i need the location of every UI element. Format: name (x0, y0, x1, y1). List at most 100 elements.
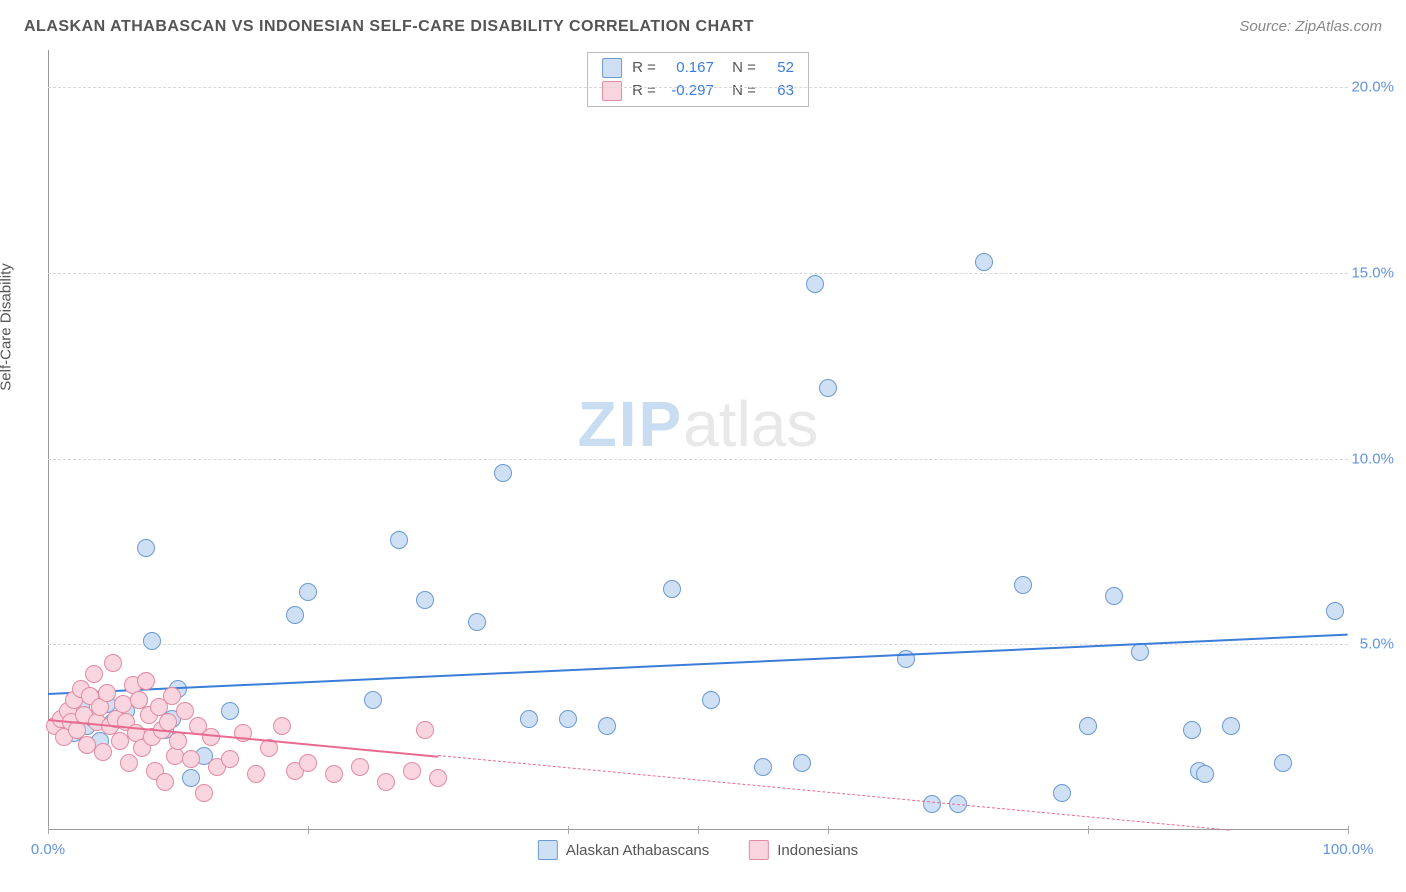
data-point (182, 750, 200, 768)
data-point (143, 632, 161, 650)
grid-line (48, 273, 1348, 274)
data-point (494, 464, 512, 482)
watermark: ZIPatlas (578, 387, 819, 461)
series-legend-item: Indonesians (749, 840, 858, 860)
data-point (137, 672, 155, 690)
data-point (390, 531, 408, 549)
legend-swatch (602, 81, 622, 101)
data-point (1053, 784, 1071, 802)
series-legend-item: Alaskan Athabascans (538, 840, 709, 860)
data-point (202, 728, 220, 746)
x-tick-label: 0.0% (31, 841, 65, 858)
data-point (156, 773, 174, 791)
data-point (247, 765, 265, 783)
data-point (403, 762, 421, 780)
data-point (702, 691, 720, 709)
x-tick (828, 826, 829, 834)
data-point (98, 684, 116, 702)
source-value: ZipAtlas.com (1295, 18, 1382, 35)
data-point (195, 784, 213, 802)
data-point (221, 750, 239, 768)
legend-swatch (749, 840, 769, 860)
series-legend: Alaskan Athabascans Indonesians (538, 840, 858, 860)
y-axis-label: Self-Care Disability (0, 263, 15, 391)
chart-source: Source: ZipAtlas.com (1239, 18, 1382, 35)
data-point (1131, 643, 1149, 661)
watermark-light: atlas (683, 388, 818, 460)
data-point (221, 702, 239, 720)
data-point (163, 687, 181, 705)
data-point (416, 721, 434, 739)
series-legend-label: Alaskan Athabascans (566, 842, 709, 859)
n-value: 63 (766, 80, 794, 103)
x-tick (1348, 826, 1349, 834)
data-point (351, 758, 369, 776)
data-point (176, 702, 194, 720)
data-point (429, 769, 447, 787)
r-value: 0.167 (666, 57, 714, 80)
data-point (286, 606, 304, 624)
r-label: R = (632, 57, 656, 80)
series-legend-label: Indonesians (777, 842, 858, 859)
x-tick (1088, 826, 1089, 834)
watermark-bold: ZIP (578, 388, 684, 460)
data-point (364, 691, 382, 709)
n-value: 52 (766, 57, 794, 80)
legend-swatch (538, 840, 558, 860)
data-point (1183, 721, 1201, 739)
data-point (975, 253, 993, 271)
n-label: N = (724, 57, 756, 80)
r-label: R = (632, 80, 656, 103)
data-point (559, 710, 577, 728)
data-point (137, 539, 155, 557)
data-point (85, 665, 103, 683)
data-point (299, 754, 317, 772)
data-point (94, 743, 112, 761)
data-point (325, 765, 343, 783)
data-point (598, 717, 616, 735)
n-label: N = (724, 80, 756, 103)
data-point (299, 583, 317, 601)
trend-line (48, 633, 1348, 694)
data-point (120, 754, 138, 772)
grid-line (48, 87, 1348, 88)
grid-line (48, 459, 1348, 460)
data-point (377, 773, 395, 791)
r-value: -0.297 (666, 80, 714, 103)
data-point (1105, 587, 1123, 605)
data-point (182, 769, 200, 787)
data-point (468, 613, 486, 631)
data-point (169, 732, 187, 750)
data-point (663, 580, 681, 598)
data-point (111, 732, 129, 750)
data-point (1222, 717, 1240, 735)
data-point (1014, 576, 1032, 594)
scatter-plot: ZIPatlas R =0.167 N =52R =-0.297 N =63 A… (48, 50, 1348, 830)
data-point (923, 795, 941, 813)
data-point (104, 654, 122, 672)
y-tick-label: 5.0% (1360, 636, 1394, 653)
data-point (1079, 717, 1097, 735)
y-tick-label: 20.0% (1351, 79, 1394, 96)
y-axis-line (48, 50, 49, 830)
stat-legend-row: R = -0.297 N = 63 (602, 80, 794, 103)
y-tick-label: 10.0% (1351, 450, 1394, 467)
data-point (1274, 754, 1292, 772)
data-point (819, 379, 837, 397)
stat-legend-row: R = 0.167 N = 52 (602, 57, 794, 80)
data-point (1196, 765, 1214, 783)
chart-title: ALASKAN ATHABASCAN VS INDONESIAN SELF-CA… (24, 18, 754, 36)
y-tick-label: 15.0% (1351, 264, 1394, 281)
x-tick-label: 100.0% (1323, 841, 1374, 858)
x-tick (308, 826, 309, 834)
data-point (793, 754, 811, 772)
x-tick (48, 826, 49, 834)
data-point (754, 758, 772, 776)
legend-swatch (602, 58, 622, 78)
data-point (520, 710, 538, 728)
data-point (273, 717, 291, 735)
data-point (416, 591, 434, 609)
x-tick (568, 826, 569, 834)
data-point (159, 713, 177, 731)
x-tick (698, 826, 699, 834)
